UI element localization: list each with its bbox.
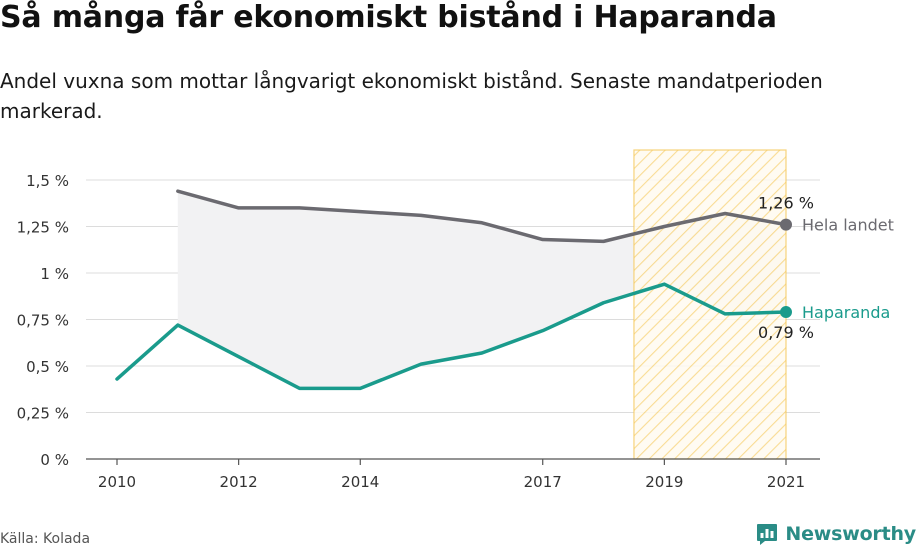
series-legend-label: Hela landet	[802, 216, 894, 235]
y-tick-label: 0,75 %	[17, 312, 69, 330]
series-legend-label: Haparanda	[802, 303, 890, 322]
source-credit: Källa: Kolada	[0, 531, 91, 547]
brand-name: Newsworthy	[785, 523, 916, 545]
series-end-value-label: 0,79 %	[758, 323, 814, 342]
newsworthy-logo-icon	[757, 524, 778, 545]
y-tick-label: 1,5 %	[26, 172, 69, 190]
series-line-haparanda	[115, 282, 788, 391]
series-end-point	[780, 306, 792, 319]
highlight-period	[633, 149, 787, 460]
y-tick-label: 0,5 %	[26, 358, 69, 376]
series-end-point	[780, 218, 792, 231]
x-tick-label: 2012	[220, 473, 258, 491]
series-end-value-label: 1,26 %	[758, 194, 814, 213]
y-tick-label: 1 %	[40, 265, 69, 283]
y-tick-label: 0,25 %	[17, 405, 69, 423]
x-tick-label: 2021	[767, 473, 805, 491]
y-tick-label: 1,25 %	[17, 219, 69, 237]
brand-logo: Newsworthy	[755, 519, 916, 549]
x-tick-label: 2017	[524, 473, 562, 491]
y-tick-label: 0 %	[40, 451, 69, 469]
chart-subtitle: Andel vuxna som mottar långvarigt ekonom…	[0, 69, 823, 123]
x-tick-label: 2014	[341, 473, 379, 491]
x-tick-label: 2010	[98, 473, 136, 491]
x-tick-label: 2019	[645, 473, 683, 491]
page-title: Så många får ekonomiskt bistånd i Hapara…	[0, 0, 777, 35]
